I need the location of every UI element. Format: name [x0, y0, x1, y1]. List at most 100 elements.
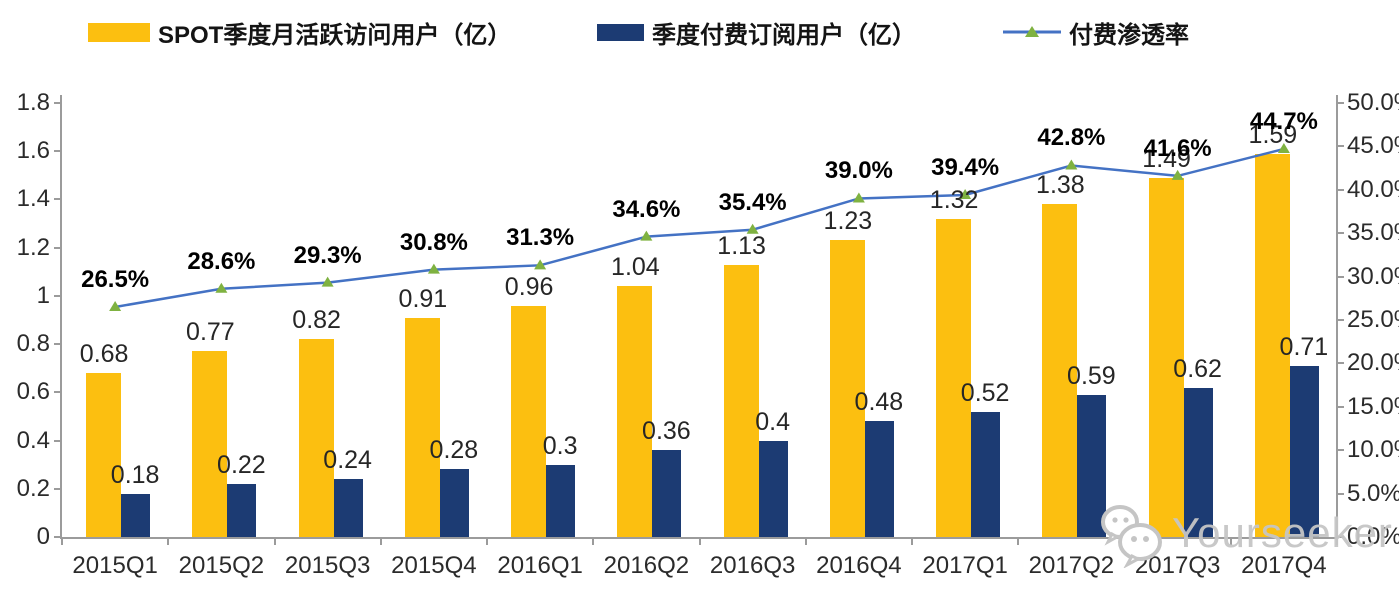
y2-axis-label: 50.0% [1347, 89, 1399, 116]
y2-axis-label: 10.0% [1347, 436, 1399, 464]
x-axis-label: 2016Q4 [816, 552, 902, 579]
y-axis-label: 1 [36, 281, 50, 309]
x-axis-label: 2015Q2 [178, 552, 265, 579]
y2-axis-tick [1337, 319, 1344, 321]
legend-item-subs: 季度付费订阅用户（亿） [597, 18, 916, 49]
y-axis-label: 1.2 [16, 233, 50, 261]
y-axis-label: 0.6 [16, 378, 50, 406]
mau-legend-label: SPOT季度月活跃访问用户（亿） [158, 21, 512, 49]
x-axis-tick [592, 538, 595, 545]
penetration-legend-label: 付费渗透率 [1069, 21, 1189, 49]
penetration-label: 35.4% [718, 188, 787, 216]
subs-bar-label: 0.22 [217, 450, 266, 479]
subs-bar-label: 0.52 [960, 378, 1010, 407]
y-axis-label: 1.6 [16, 137, 50, 165]
mau-bar-label: 0.68 [79, 340, 129, 369]
line-marker-icon [1003, 25, 1061, 39]
x-axis-label: 2017Q4 [1241, 552, 1327, 579]
subs-bar [864, 421, 894, 537]
mau-bar [404, 317, 440, 537]
mau-bar-label: 1.23 [823, 207, 873, 236]
x-axis-tick [1336, 538, 1338, 545]
subs-bar-label: 0.36 [642, 417, 691, 446]
subs-bar-label: 0.62 [1173, 354, 1222, 383]
x-axis-tick [61, 538, 63, 545]
subs-bar [971, 411, 1001, 537]
y-axis-label: 0.2 [16, 474, 50, 502]
y2-axis-tick [1337, 232, 1344, 235]
watermark: Yourseeker [1088, 498, 1393, 569]
x-axis-label: 2015Q3 [284, 552, 371, 579]
y2-axis-label: 40.0% [1347, 175, 1399, 203]
x-axis-tick [1017, 538, 1020, 545]
subs-bar-label: 0.28 [429, 436, 479, 465]
y-axis-tick [54, 246, 61, 249]
y-axis-label: 1.8 [16, 89, 50, 116]
subs-legend-label: 季度付费订阅用户（亿） [652, 21, 916, 49]
right-axis-line [1336, 95, 1338, 539]
y-axis-tick [54, 198, 61, 201]
y2-axis-label: 5.0% [1347, 479, 1399, 507]
penetration-label: 31.3% [506, 224, 575, 252]
y2-axis-label: 0.0% [1347, 523, 1399, 550]
legend-item-mau: SPOT季度月活跃访问用户（亿） [88, 18, 511, 49]
y-axis-tick [54, 294, 61, 297]
y-axis-tick [54, 343, 61, 346]
subs-bar [652, 450, 682, 537]
x-axis-label: 2015Q1 [72, 552, 158, 579]
subs-bar [546, 464, 576, 537]
x-axis-label: 2016Q3 [709, 552, 796, 579]
subs-legend-swatch [597, 23, 644, 41]
x-axis-label: 2015Q4 [391, 552, 477, 579]
mau-bar-label: 0.77 [186, 318, 235, 347]
y-axis-tick [54, 391, 61, 394]
y2-axis-label: 15.0% [1347, 392, 1399, 420]
y-axis-tick [54, 439, 61, 442]
subs-bar-label: 0.71 [1279, 332, 1329, 361]
mau-bar [192, 351, 228, 537]
legend-item-penetration: 付费渗透率 [1003, 18, 1189, 49]
y2-axis-label: 45.0% [1347, 132, 1399, 160]
subs-bar-label: 0.4 [755, 407, 791, 436]
subs-bar [1077, 394, 1107, 537]
mau-bar [298, 339, 334, 537]
subs-bar [121, 493, 151, 537]
subs-bar-label: 0.24 [323, 446, 372, 475]
mau-bar [723, 264, 759, 537]
subs-bar [1289, 365, 1319, 537]
penetration-label: 29.3% [293, 241, 362, 269]
y-axis-label: 0.4 [16, 426, 50, 454]
x-axis-label: 2016Q1 [497, 552, 583, 579]
penetration-label: 44.7% [1249, 108, 1318, 135]
y2-axis-tick [1337, 536, 1344, 538]
mau-bar-label: 1.32 [929, 185, 979, 214]
subs-bar [227, 483, 257, 537]
subs-bar-label: 0.59 [1067, 361, 1116, 390]
mau-bar-label: 0.82 [292, 306, 341, 335]
mau-bar-label: 1.04 [611, 253, 660, 282]
y2-axis-tick [1337, 362, 1344, 365]
mau-bar [511, 305, 547, 537]
y2-axis-tick [1337, 275, 1344, 278]
x-axis-tick [1229, 538, 1232, 545]
penetration-label: 34.6% [612, 195, 681, 223]
mau-legend-swatch [88, 22, 150, 42]
mau-bar-label: 0.96 [504, 272, 554, 301]
y-axis-label: 1.4 [16, 185, 50, 213]
y2-axis-label: 30.0% [1347, 262, 1399, 290]
subs-bar-label: 0.48 [854, 388, 904, 417]
y-axis-tick [54, 150, 61, 153]
penetration-label: 28.6% [187, 247, 256, 275]
y2-axis-tick [1337, 188, 1344, 191]
penetration-label: 42.8% [1037, 124, 1106, 152]
x-axis-tick [804, 538, 807, 545]
x-axis-tick [486, 538, 488, 545]
x-axis-tick [911, 538, 913, 545]
penetration-label: 26.5% [81, 265, 150, 293]
y2-axis-label: 20.0% [1347, 349, 1399, 377]
left-axis-line [60, 95, 62, 539]
x-axis-tick [379, 538, 382, 545]
wechat-icon [1088, 498, 1172, 569]
mau-bar [617, 286, 653, 537]
